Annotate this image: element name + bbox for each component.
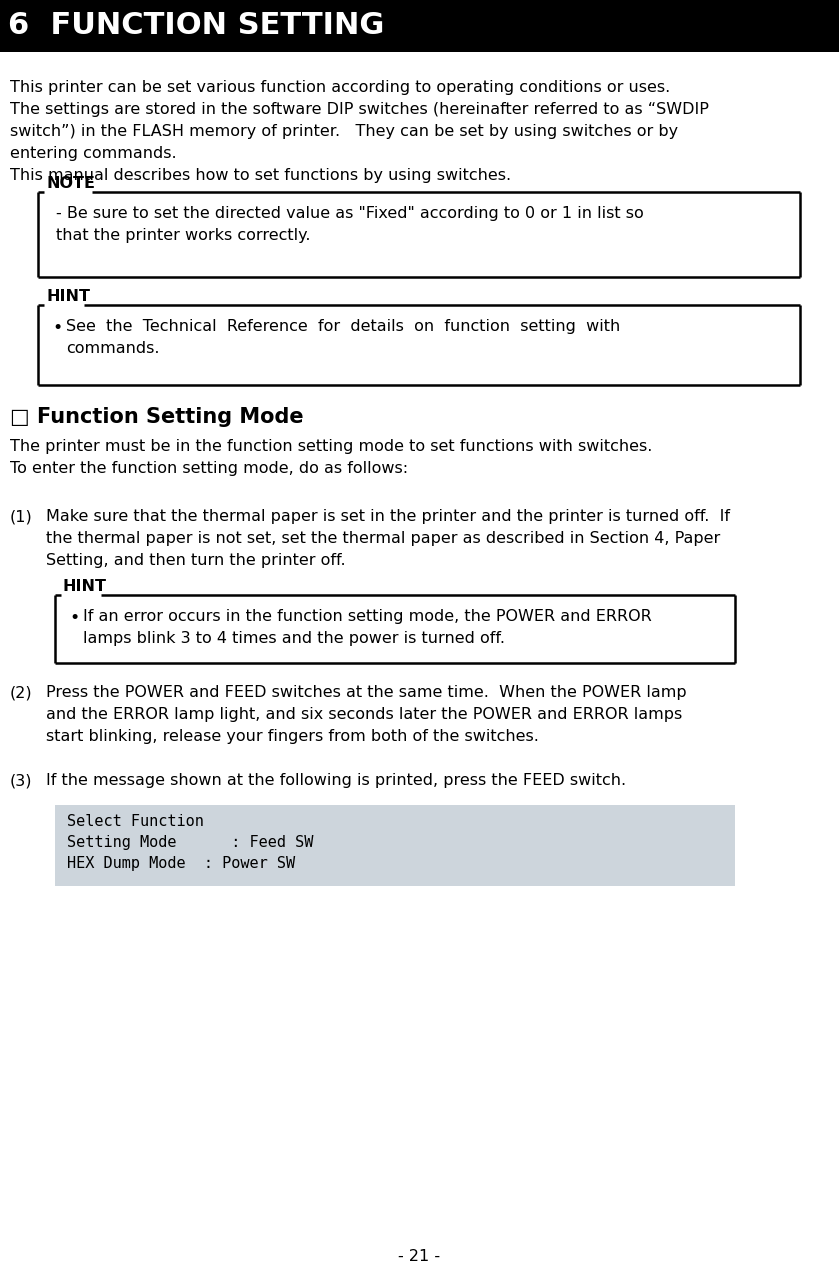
Text: - 21 -: - 21 - (399, 1249, 440, 1264)
Text: •: • (52, 319, 62, 337)
Text: the thermal paper is not set, set the thermal paper as described in Section 4, P: the thermal paper is not set, set the th… (46, 531, 720, 547)
Text: If an error occurs in the function setting mode, the POWER and ERROR: If an error occurs in the function setti… (83, 610, 652, 624)
Text: HINT: HINT (46, 289, 90, 303)
Text: Setting Mode      : Feed SW: Setting Mode : Feed SW (67, 835, 314, 850)
Text: The printer must be in the function setting mode to set functions with switches.: The printer must be in the function sett… (10, 439, 653, 454)
Text: This manual describes how to set functions by using switches.: This manual describes how to set functio… (10, 168, 511, 183)
Text: HINT: HINT (63, 579, 107, 594)
Text: To enter the function setting mode, do as follows:: To enter the function setting mode, do a… (10, 460, 408, 476)
Text: commands.: commands. (66, 341, 159, 356)
Text: Make sure that the thermal paper is set in the printer and the printer is turned: Make sure that the thermal paper is set … (46, 509, 730, 523)
Text: This printer can be set various function according to operating conditions or us: This printer can be set various function… (10, 80, 670, 95)
Text: If the message shown at the following is printed, press the FEED switch.: If the message shown at the following is… (46, 773, 626, 788)
Bar (0, 0, 839, 51)
Text: (3): (3) (10, 773, 33, 788)
Text: lamps blink 3 to 4 times and the power is turned off.: lamps blink 3 to 4 times and the power i… (83, 631, 505, 646)
Bar (55, 805, 735, 886)
Text: that the printer works correctly.: that the printer works correctly. (56, 228, 310, 243)
Text: See  the  Technical  Reference  for  details  on  function  setting  with: See the Technical Reference for details … (66, 319, 620, 334)
Text: Setting, and then turn the printer off.: Setting, and then turn the printer off. (46, 553, 346, 568)
Text: and the ERROR lamp light, and six seconds later the POWER and ERROR lamps: and the ERROR lamp light, and six second… (46, 707, 682, 721)
Text: □ Function Setting Mode: □ Function Setting Mode (10, 406, 304, 427)
Text: •: • (69, 610, 79, 628)
Text: (2): (2) (10, 685, 33, 700)
Text: Press the POWER and FEED switches at the same time.  When the POWER lamp: Press the POWER and FEED switches at the… (46, 685, 686, 700)
Text: start blinking, release your fingers from both of the switches.: start blinking, release your fingers fro… (46, 729, 539, 745)
Text: - Be sure to set the directed value as "Fixed" according to 0 or 1 in list so: - Be sure to set the directed value as "… (56, 206, 644, 221)
Text: The settings are stored in the software DIP switches (hereinafter referred to as: The settings are stored in the software … (10, 102, 709, 117)
Text: HEX Dump Mode  : Power SW: HEX Dump Mode : Power SW (67, 856, 295, 871)
Text: entering commands.: entering commands. (10, 147, 177, 161)
Text: switch”) in the FLASH memory of printer.   They can be set by using switches or : switch”) in the FLASH memory of printer.… (10, 123, 678, 139)
Text: NOTE: NOTE (46, 176, 95, 192)
Text: 6  FUNCTION SETTING: 6 FUNCTION SETTING (8, 12, 384, 40)
Text: Select Function: Select Function (67, 814, 204, 829)
Text: (1): (1) (10, 509, 33, 523)
